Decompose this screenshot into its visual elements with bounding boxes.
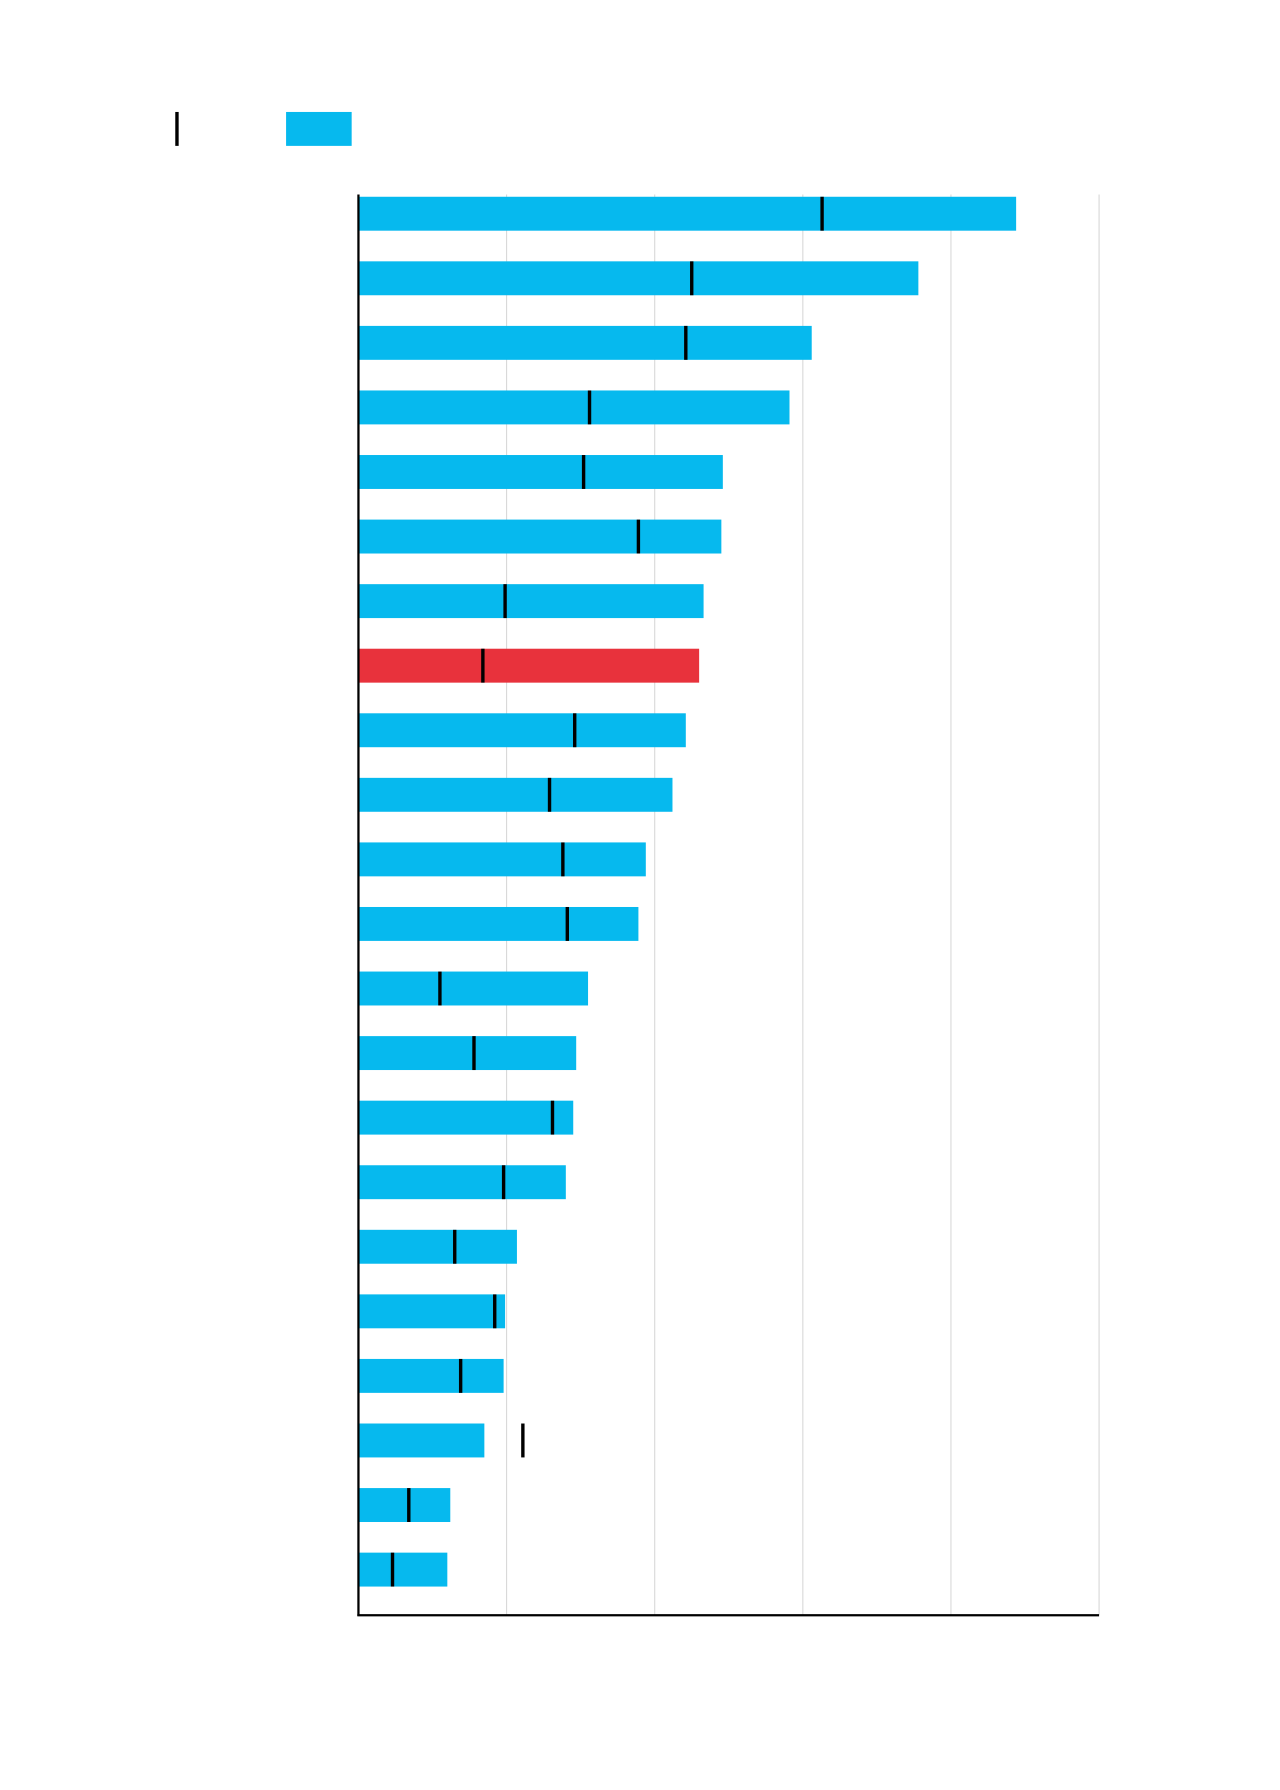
marker bbox=[547, 777, 552, 812]
marker bbox=[481, 648, 485, 683]
markers bbox=[390, 196, 824, 1587]
marker bbox=[581, 455, 586, 489]
bar bbox=[358, 455, 723, 489]
marker bbox=[820, 196, 824, 231]
bar bbox=[358, 906, 639, 941]
marker bbox=[503, 584, 507, 619]
marker bbox=[407, 1488, 411, 1522]
bar bbox=[358, 325, 812, 360]
bar bbox=[358, 1488, 451, 1522]
bar bbox=[358, 584, 704, 619]
bar bbox=[358, 261, 919, 296]
bar bbox=[358, 842, 646, 877]
bar bbox=[358, 519, 722, 554]
bar bbox=[358, 1100, 574, 1135]
bar bbox=[358, 1358, 504, 1393]
bar bbox=[358, 1229, 517, 1264]
legend-bar-swatch bbox=[286, 111, 352, 146]
marker bbox=[573, 713, 577, 748]
marker bbox=[636, 519, 641, 554]
marker bbox=[493, 1294, 497, 1329]
gridlines bbox=[506, 194, 1100, 1615]
marker bbox=[521, 1423, 525, 1458]
bar bbox=[358, 1552, 448, 1587]
marker bbox=[472, 1036, 476, 1071]
marker bbox=[453, 1229, 457, 1264]
bar bbox=[358, 1036, 577, 1071]
marker bbox=[587, 390, 592, 425]
marker bbox=[438, 971, 442, 1006]
bar bbox=[358, 777, 673, 812]
bar bbox=[358, 971, 589, 1006]
bars bbox=[358, 196, 1017, 1587]
bar bbox=[358, 1165, 566, 1200]
marker bbox=[550, 1100, 555, 1135]
marker bbox=[501, 1165, 506, 1200]
bar bbox=[358, 390, 790, 425]
bar bbox=[358, 1423, 485, 1458]
highlighted-bar bbox=[358, 648, 700, 683]
marker bbox=[561, 842, 565, 877]
marker bbox=[458, 1358, 463, 1393]
bar bbox=[358, 1294, 506, 1329]
legend-marker-swatch bbox=[175, 111, 179, 146]
marker bbox=[684, 325, 688, 360]
legend bbox=[175, 111, 352, 146]
marker bbox=[390, 1552, 395, 1587]
marker bbox=[690, 261, 694, 296]
marker bbox=[565, 906, 570, 941]
bar bbox=[358, 713, 686, 748]
bar bbox=[358, 196, 1017, 231]
